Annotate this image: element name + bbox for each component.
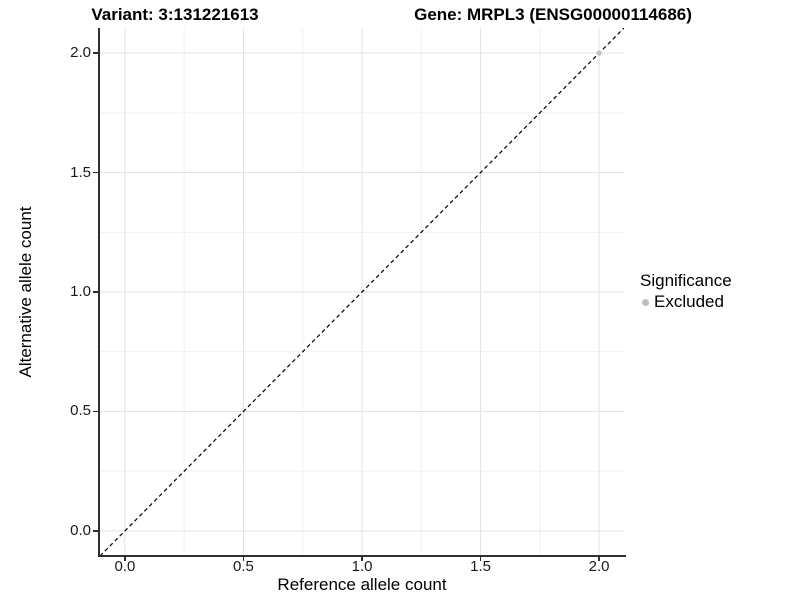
x-tick-label: 1.5 xyxy=(470,558,491,575)
y-axis-line xyxy=(98,28,100,557)
y-tick-mark xyxy=(93,410,98,413)
y-tick-label: 0.0 xyxy=(70,521,91,539)
y-tick-mark xyxy=(93,52,98,54)
x-tick-mark xyxy=(361,557,363,561)
x-tick-label: 1.0 xyxy=(351,558,373,575)
x-tick-mark xyxy=(124,557,126,561)
x-tick-label: 2.0 xyxy=(588,558,610,575)
x-tick-label: 0.5 xyxy=(233,558,254,575)
y-tick-label: 1.5 xyxy=(70,163,91,181)
x-tick-mark xyxy=(598,557,600,561)
y-tick-label: 0.5 xyxy=(70,402,91,420)
legend-items: Excluded xyxy=(640,292,732,312)
panel-svg xyxy=(99,27,625,557)
x-axis-title: Reference allele count xyxy=(277,575,447,594)
legend-title: Significance xyxy=(640,271,732,290)
identity-line xyxy=(99,27,625,557)
legend-item-label: Excluded xyxy=(654,292,724,311)
legend: Significance Excluded xyxy=(640,271,732,312)
x-tick-mark xyxy=(242,557,245,561)
x-axis-line xyxy=(98,555,626,557)
y-tick-mark xyxy=(93,530,98,532)
chart-panel xyxy=(99,27,625,557)
y-axis-title: Alternative allele count xyxy=(16,206,35,378)
y-tick-mark xyxy=(93,291,98,293)
y-tick-label: 1.0 xyxy=(70,283,91,300)
y-tick-label: 2.0 xyxy=(70,44,91,62)
x-tick-label: 0.0 xyxy=(114,558,136,575)
plot-title-gene: Gene: MRPL3 (ENSG00000114686) xyxy=(414,5,692,24)
x-tick-mark xyxy=(479,557,482,561)
data-point xyxy=(596,50,602,56)
y-tick-mark xyxy=(93,171,98,174)
legend-item: Excluded xyxy=(640,292,732,312)
plot-title-variant: Variant: 3:131221613 xyxy=(91,5,259,24)
legend-key-dot xyxy=(642,298,649,306)
